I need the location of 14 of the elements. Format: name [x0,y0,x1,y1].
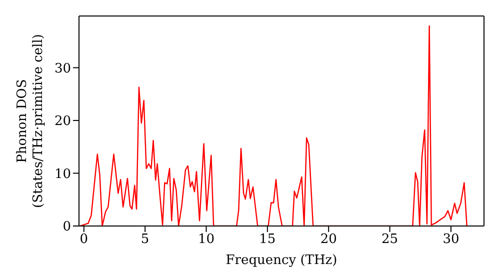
x-tick-label: 15 [259,232,276,248]
x-tick-label: 25 [382,232,398,248]
y-tick-label: 30 [54,61,71,76]
y-axis-title: Phonon DOS (States/THz·primitive cell) [15,34,46,208]
x-tick-label: 20 [320,232,337,248]
x-tick-label: 5 [140,232,150,248]
x-axis-title: Frequency (THz) [226,253,338,268]
y-tick-label: 20 [54,114,71,130]
line-series [80,25,468,226]
x-tick-label: 10 [198,232,215,248]
y-tick-label: 10 [54,166,71,182]
x-tick-label: 0 [80,232,88,248]
y-tick-label: 0 [62,220,71,235]
x-tick-label: 30 [442,232,460,248]
